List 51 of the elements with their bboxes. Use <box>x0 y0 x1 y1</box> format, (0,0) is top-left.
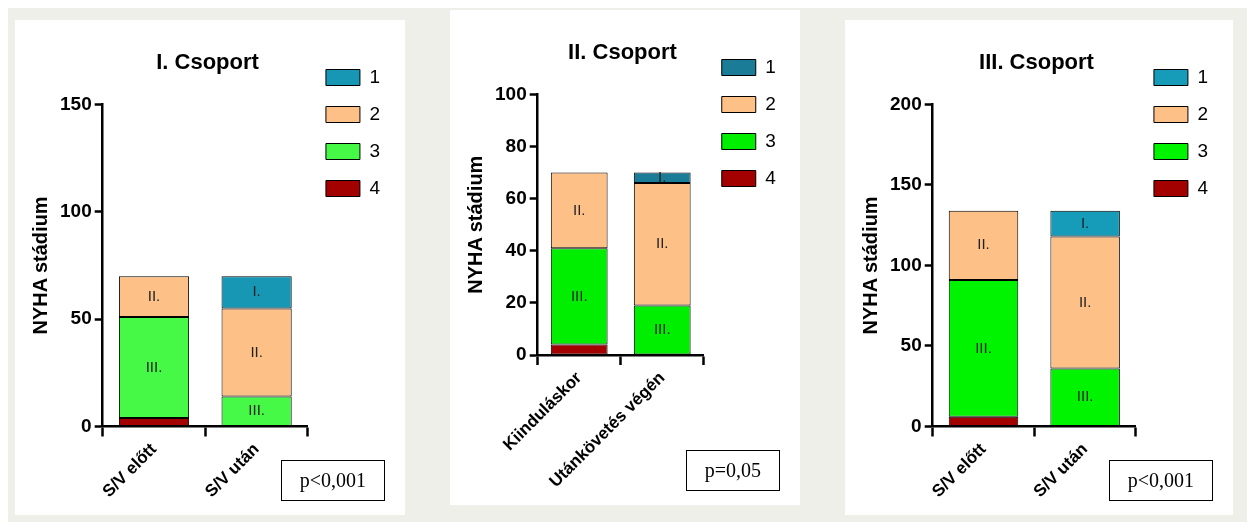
data-label: II. <box>655 234 669 252</box>
data-label: III. <box>145 357 163 375</box>
y-axis-title: NYHA stádium <box>463 155 486 294</box>
y-tick-label: 60 <box>505 186 527 208</box>
data-label: II. <box>1078 292 1092 310</box>
y-axis-title: NYHA stádium <box>28 196 51 335</box>
chart-title: III. Csoport <box>979 49 1095 75</box>
data-label: II. <box>572 200 586 218</box>
data-label: II. <box>250 342 263 360</box>
y-tick-label: 100 <box>890 253 922 275</box>
legend-label: 2 <box>369 102 381 124</box>
y-axis-title: NYHA stádium <box>858 196 881 335</box>
y-tick-label: 50 <box>900 334 922 356</box>
y-tick-label: 20 <box>505 291 527 313</box>
y-tick-label: 0 <box>516 343 527 365</box>
data-label: III. <box>248 401 265 419</box>
legend-label: 2 <box>1197 102 1209 124</box>
y-tick-label: 80 <box>505 134 527 156</box>
legend-label: 4 <box>765 166 777 188</box>
data-label: III. <box>1076 387 1094 405</box>
legend-label: 3 <box>1197 139 1209 161</box>
data-label: I. <box>1080 213 1090 231</box>
y-tick-label: 50 <box>70 307 92 329</box>
data-label: I. <box>658 167 667 185</box>
legend-label: 1 <box>1197 65 1209 87</box>
data-label: III. <box>570 286 588 304</box>
legend-label: 4 <box>1197 176 1209 198</box>
text: p<0,001 <box>1108 460 1213 501</box>
data-label: II. <box>147 286 161 304</box>
text: p=0,05 <box>685 450 780 491</box>
legend-label: 4 <box>369 176 381 198</box>
data-label: I. <box>252 282 261 300</box>
data-label: III. <box>653 320 671 338</box>
y-tick-label: 150 <box>890 173 922 195</box>
y-tick-label: 0 <box>911 414 922 436</box>
legend-label: 1 <box>369 65 381 87</box>
y-tick-label: 100 <box>495 82 527 104</box>
data-label: II. <box>977 235 990 253</box>
chart-title: II. Csoport <box>568 39 678 65</box>
chart-title: I. Csoport <box>156 49 260 75</box>
legend-label: 2 <box>765 92 776 114</box>
legend-label: 3 <box>765 129 776 151</box>
legend-label: 3 <box>369 139 381 161</box>
text: p<0,001 <box>280 460 385 501</box>
y-tick-label: 40 <box>505 239 527 260</box>
legend-label: 1 <box>765 55 776 77</box>
y-tick-label: 200 <box>890 92 922 114</box>
y-tick-label: 0 <box>81 414 92 436</box>
y-tick-label: 100 <box>60 200 92 221</box>
data-label: III. <box>975 338 992 356</box>
y-tick-label: 150 <box>60 92 92 114</box>
